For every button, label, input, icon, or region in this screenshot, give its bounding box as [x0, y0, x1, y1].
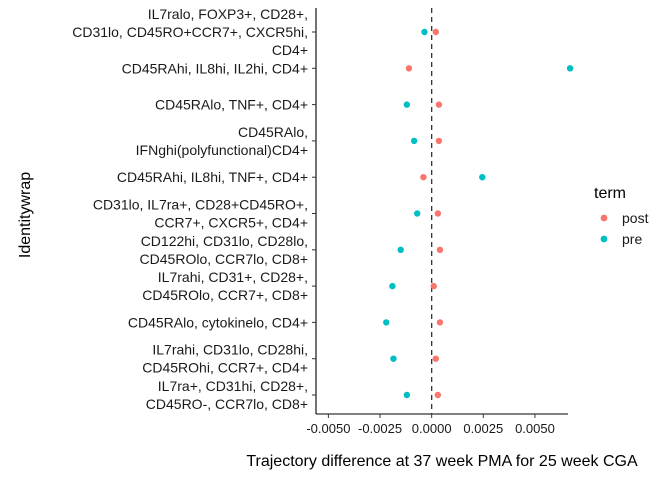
y-tick-label: IL7rahi, CD31+, CD28+, — [158, 269, 308, 285]
y-tick-label: CD45ROlo, CCR7+, CD8+ — [142, 287, 308, 303]
pre-point — [390, 355, 397, 362]
y-tick-label: CD45RO-, CCR7lo, CD8+ — [146, 396, 308, 412]
post-point — [434, 391, 442, 399]
pre-point — [479, 174, 486, 181]
pre-point — [383, 319, 390, 326]
x-tick-label: -0.0025 — [358, 421, 402, 436]
post-point — [405, 65, 413, 72]
post-point — [432, 355, 440, 362]
y-tick-label: CD45ROlo, CCR7lo, CD8+ — [140, 251, 308, 267]
pre-point — [566, 65, 574, 72]
x-tick-label: 0.0025 — [463, 421, 503, 436]
x-axis-title: Trajectory difference at 37 week PMA for… — [246, 453, 638, 470]
y-tick-label: CD45RAhi, IL8hi, TNF+, CD4+ — [117, 169, 308, 185]
y-tick-label: CD122hi, CD31lo, CD28lo, — [141, 233, 308, 249]
y-tick-label: CD45RAhi, IL8hi, IL2hi, CD4+ — [122, 60, 308, 76]
post-point — [436, 246, 444, 253]
y-tick-label: CD31lo, CD45RO+CCR7+, CXCR5hi, — [72, 24, 308, 40]
y-tick-label: CD45RAlo, cytokinelo, CD4+ — [128, 314, 308, 330]
legend-title: term — [594, 185, 626, 202]
y-tick-label: CD45RAlo, — [238, 124, 308, 140]
post-point — [436, 319, 444, 326]
post-point — [420, 174, 427, 181]
y-tick-label: IFNghi(polyfunctional)CD4+ — [136, 142, 308, 158]
y-tick-label: CD45RAlo, TNF+, CD4+ — [155, 97, 308, 113]
y-tick-label: CD4+ — [272, 42, 308, 58]
pre-point — [403, 391, 411, 399]
post-point — [430, 282, 437, 290]
y-tick-label: IL7ralo, FOXP3+, CD28+, — [148, 6, 308, 22]
post-point — [434, 210, 442, 217]
y-tick-label: CD45ROhi, CCR7+, CD4+ — [142, 360, 308, 376]
y-axis-title: Identitywrap — [17, 172, 34, 258]
pre-point — [397, 246, 404, 253]
y-tick-label: IL7rahi, CD31lo, CD28hi, — [152, 342, 308, 358]
legend-key-post — [600, 214, 608, 222]
x-tick-label: 0.0050 — [515, 421, 555, 436]
pre-point — [410, 137, 418, 145]
legend-label-post: post — [622, 210, 649, 226]
pre-point — [414, 210, 421, 217]
pre-point — [421, 28, 428, 36]
post-point — [435, 137, 443, 145]
y-tick-label: CD31lo, IL7ra+, CD28+CD45RO+, — [93, 197, 308, 213]
post-point — [435, 101, 443, 108]
x-tick-label: -0.0050 — [306, 421, 350, 436]
legend-label-pre: pre — [622, 231, 642, 247]
pre-point — [403, 101, 411, 108]
legend: post pre — [600, 210, 649, 247]
x-tick-label: 0.0000 — [412, 421, 452, 436]
legend-key-pre — [600, 235, 608, 243]
post-point — [432, 28, 440, 36]
y-tick-label: IL7ra+, CD31hi, CD28+, — [158, 378, 308, 394]
pre-point — [389, 282, 396, 290]
y-tick-label: CCR7+, CXCR5+, CD4+ — [154, 215, 308, 231]
